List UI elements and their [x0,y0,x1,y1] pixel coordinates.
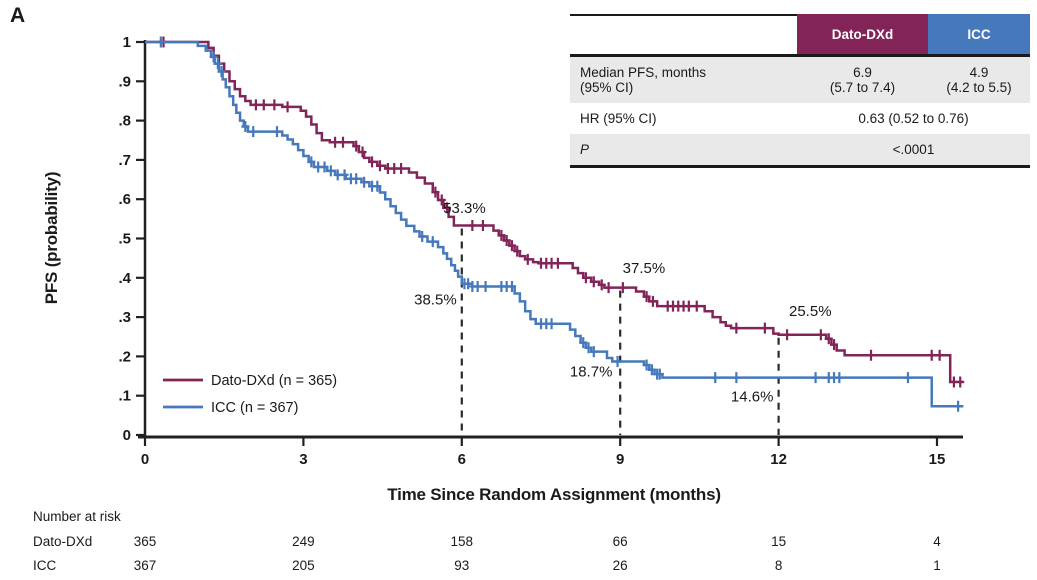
risk-value: 93 [454,558,469,573]
hr-label: HR (95% CI) [580,111,657,126]
legend-label: ICC (n = 367) [211,400,298,416]
annotation-label: 37.5% [623,260,666,277]
median-pfs-label-line1: Median PFS, months [580,65,707,80]
x-tick-label: 3 [299,451,307,468]
risk-value: 249 [292,534,315,549]
y-tick-label: .8 [118,113,131,130]
x-tick-label: 6 [458,451,466,468]
x-tick-label: 9 [616,451,624,468]
risk-value: 1 [933,558,941,573]
median-icc-ci: (4.2 to 5.5) [946,80,1012,95]
hr-value: 0.63 (0.52 to 0.76) [858,111,969,126]
risk-value: 205 [292,558,315,573]
plot-axes: 0 .1 .2 .3 .4 .5 .6 .7 .8 .9 1 0 3 6 9 12 15 [118,34,963,468]
p-label: P [580,142,590,157]
y-axis-title: PFS (probability) [42,172,61,305]
risk-value: 158 [451,534,474,549]
y-tick-label: .9 [118,73,131,90]
km-curve [145,40,964,408]
y-tick-label: 1 [123,34,131,51]
median-pfs-icc-value: 4.9 (4.2 to 5.5) [928,57,1030,103]
y-tick-label: .4 [118,270,131,287]
number-at-risk-table: Number at risk Dato-DXd 365 249 158 66 15 4 ICC 3… [33,509,941,573]
median-dato-value: 6.9 [853,65,872,80]
legend: Dato-DXd (n = 365) ICC (n = 367) [163,373,337,416]
median-dato-ci: (5.7 to 7.4) [829,80,896,95]
annotation-label: 53.3% [443,200,486,217]
stats-header-dato-dxd: Dato-DXd [797,14,928,54]
stats-table-header: Dato-DXd ICC [570,14,1030,57]
reference-dashed-lines [460,228,780,435]
median-pfs-dato-value: 6.9 (5.7 to 7.4) [797,57,928,103]
x-axis-title: Time Since Random Assignment (months) [387,485,721,504]
y-tick-label: .2 [118,348,131,365]
risk-value: 4 [933,534,941,549]
legend-label: Dato-DXd (n = 365) [211,373,337,389]
risk-value: 26 [613,558,628,573]
p-value: <.0001 [892,142,935,157]
median-icc-value: 4.9 [969,65,989,80]
stats-table: Dato-DXd ICC Median PFS, months (95% CI)… [570,14,1030,168]
median-pfs-row: Median PFS, months (95% CI) 6.9 (5.7 to … [570,57,1030,103]
y-tick-label: 0 [123,427,131,444]
y-tick-label: .6 [118,191,131,208]
x-tick-label: 0 [141,451,149,468]
y-tick-label: .5 [118,231,131,248]
risk-value: 66 [613,534,628,549]
risk-value: 15 [771,534,786,549]
stats-header-icc: ICC [928,14,1030,54]
x-tick-label: 15 [929,451,946,468]
stats-header-empty-cell [570,14,797,54]
risk-row-label: Dato-DXd [33,534,92,549]
annotation-label: 18.7% [570,363,613,380]
x-tick-label: 12 [770,451,787,468]
censor-marks [156,36,963,412]
annotation-label: 25.5% [789,303,832,320]
risk-value: 8 [775,558,783,573]
panel-label: A [10,4,26,27]
annotation-label: 38.5% [414,291,457,308]
y-tick-label: .1 [118,388,131,405]
y-tick-label: .3 [118,309,131,326]
median-pfs-label-line2: (95% CI) [580,80,634,95]
annotation-label: 14.6% [731,388,774,405]
risk-value: 367 [134,558,157,573]
risk-value: 365 [134,534,157,549]
hr-row: HR (95% CI) 0.63 (0.52 to 0.76) [570,103,1030,134]
median-pfs-label: Median PFS, months (95% CI) [570,57,797,103]
survival-curves [145,36,965,412]
y-tick-label: .7 [118,152,131,169]
number-at-risk-title: Number at risk [33,509,121,524]
risk-row-label: ICC [33,558,57,573]
p-row: P <.0001 [570,134,1030,165]
percent-annotations: 53.3% 38.5% 37.5% 18.7% 25.5% 14.6% [414,200,831,406]
